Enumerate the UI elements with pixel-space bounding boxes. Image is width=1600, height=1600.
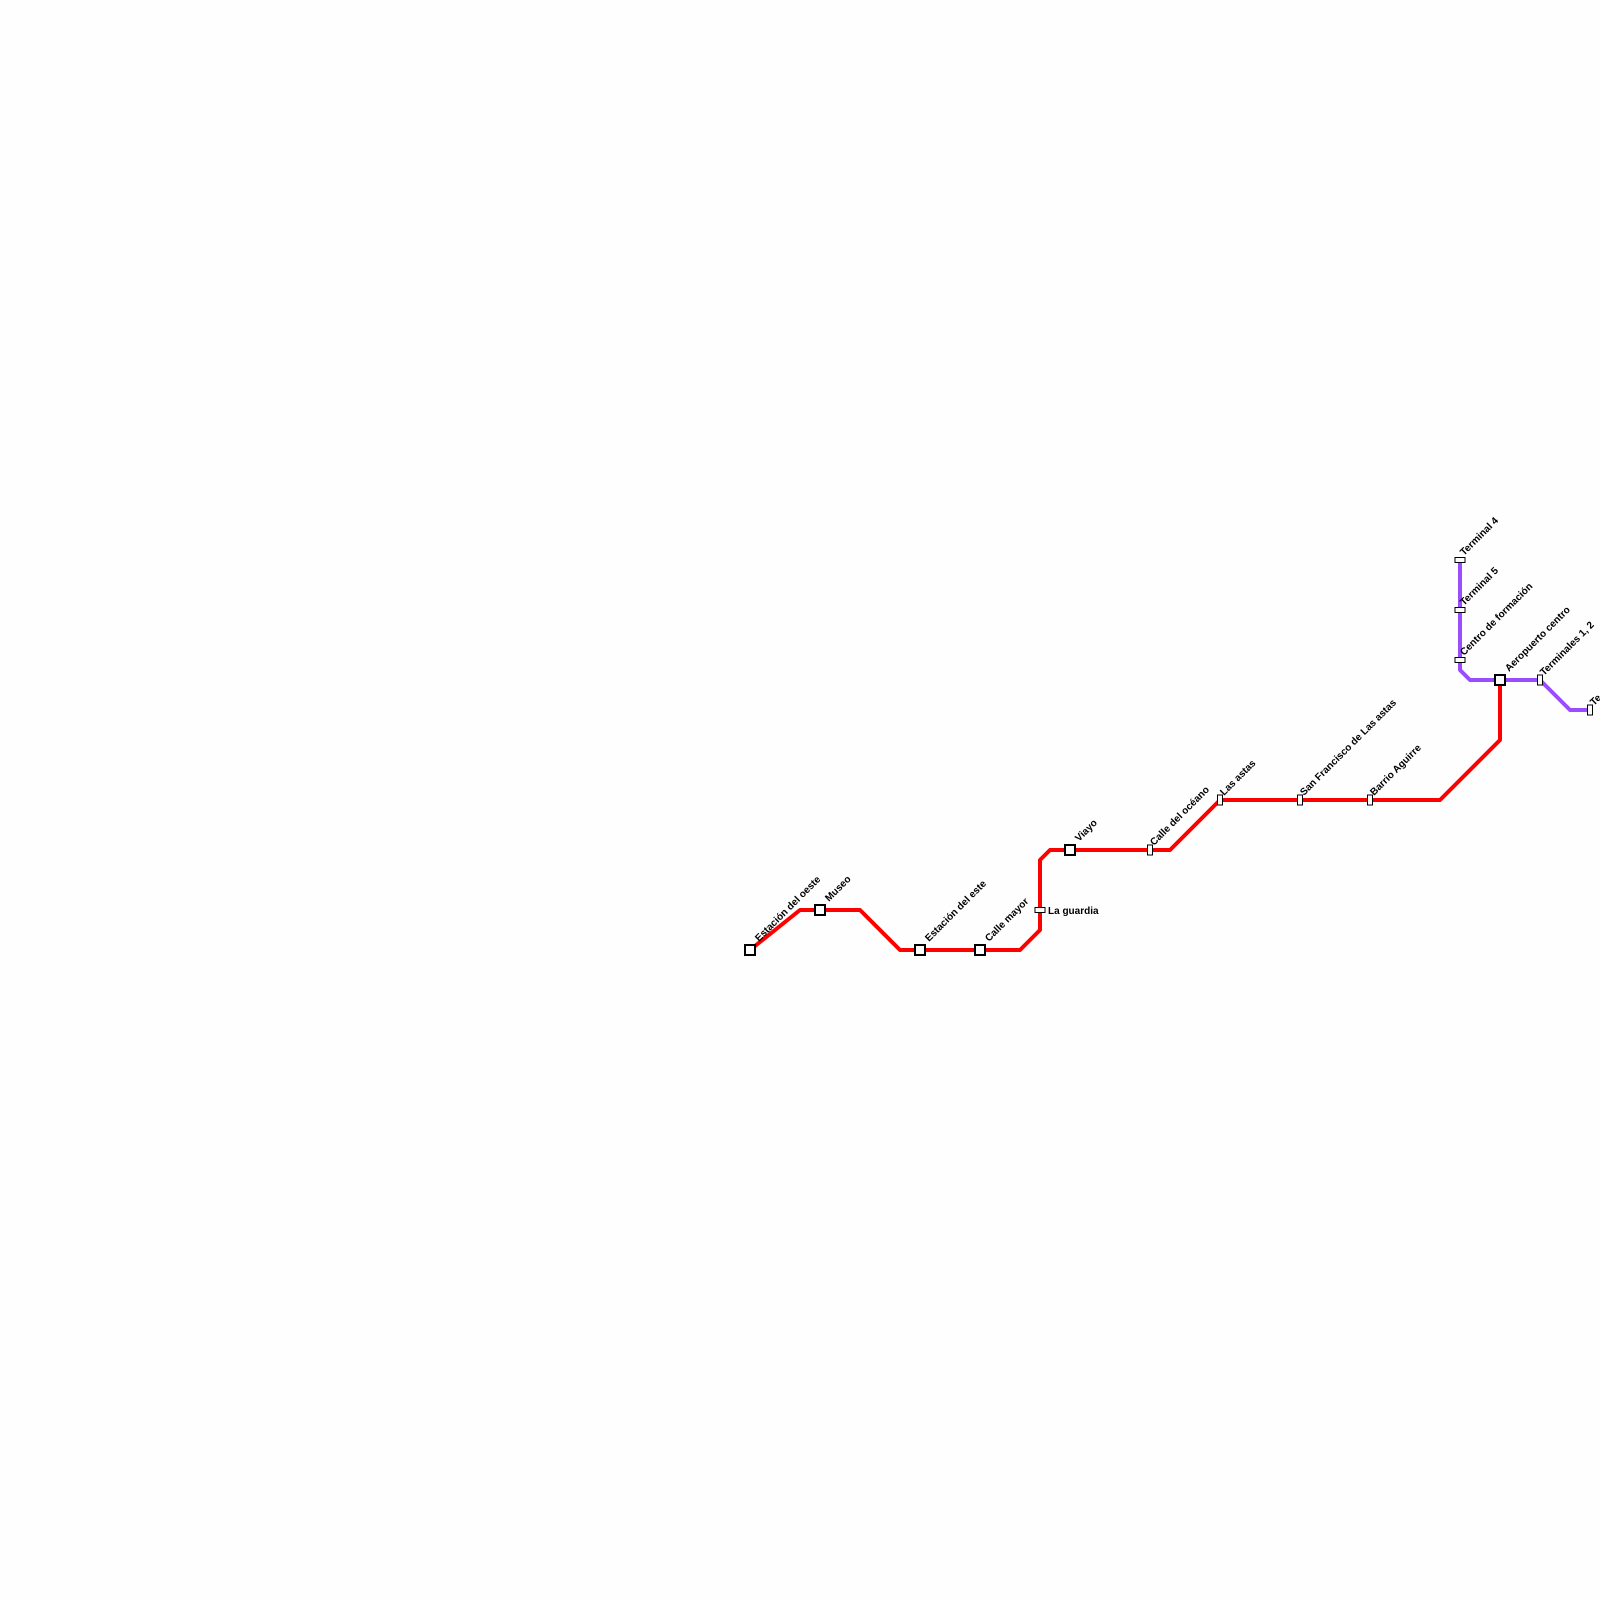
- station-marker[interactable]: [1494, 674, 1506, 686]
- station[interactable]: Estación del este: [914, 878, 989, 956]
- station-marker[interactable]: [974, 944, 986, 956]
- station-label: Estación del este: [923, 878, 989, 944]
- station[interactable]: Terminal 4: [1454, 515, 1501, 563]
- station[interactable]: La guardia: [1034, 906, 1099, 917]
- station-label: Te: [1588, 692, 1600, 708]
- station-label: Aeropuerto centro: [1503, 605, 1572, 674]
- station-marker[interactable]: [744, 944, 756, 956]
- station-marker[interactable]: [1147, 844, 1153, 856]
- station[interactable]: Te: [1587, 692, 1600, 716]
- station-marker[interactable]: [914, 944, 926, 956]
- station-marker[interactable]: [1297, 794, 1303, 806]
- station-marker[interactable]: [1217, 794, 1223, 806]
- station-marker[interactable]: [1587, 704, 1593, 716]
- station-marker[interactable]: [1034, 907, 1046, 913]
- station-label: Terminal 4: [1458, 515, 1501, 558]
- station[interactable]: Barrio Aguirre: [1367, 742, 1425, 806]
- station-label: Museo: [823, 874, 853, 904]
- station-label: Las astas: [1218, 758, 1258, 798]
- station-marker[interactable]: [1454, 657, 1466, 663]
- station-label: Barrio Aguirre: [1368, 742, 1424, 798]
- station-marker[interactable]: [814, 904, 826, 916]
- station-marker[interactable]: [1064, 844, 1076, 856]
- station[interactable]: Las astas: [1217, 758, 1259, 806]
- station-marker[interactable]: [1537, 674, 1543, 686]
- station-label: Terminal 5: [1458, 565, 1501, 608]
- station-marker[interactable]: [1454, 607, 1466, 613]
- red-line-route: [748, 680, 1502, 952]
- station-label: Calle mayor: [983, 896, 1031, 944]
- station-label: La guardia: [1048, 906, 1099, 917]
- station-label: Viayo: [1073, 818, 1100, 845]
- station-marker[interactable]: [1454, 557, 1466, 563]
- station-marker[interactable]: [1367, 794, 1373, 806]
